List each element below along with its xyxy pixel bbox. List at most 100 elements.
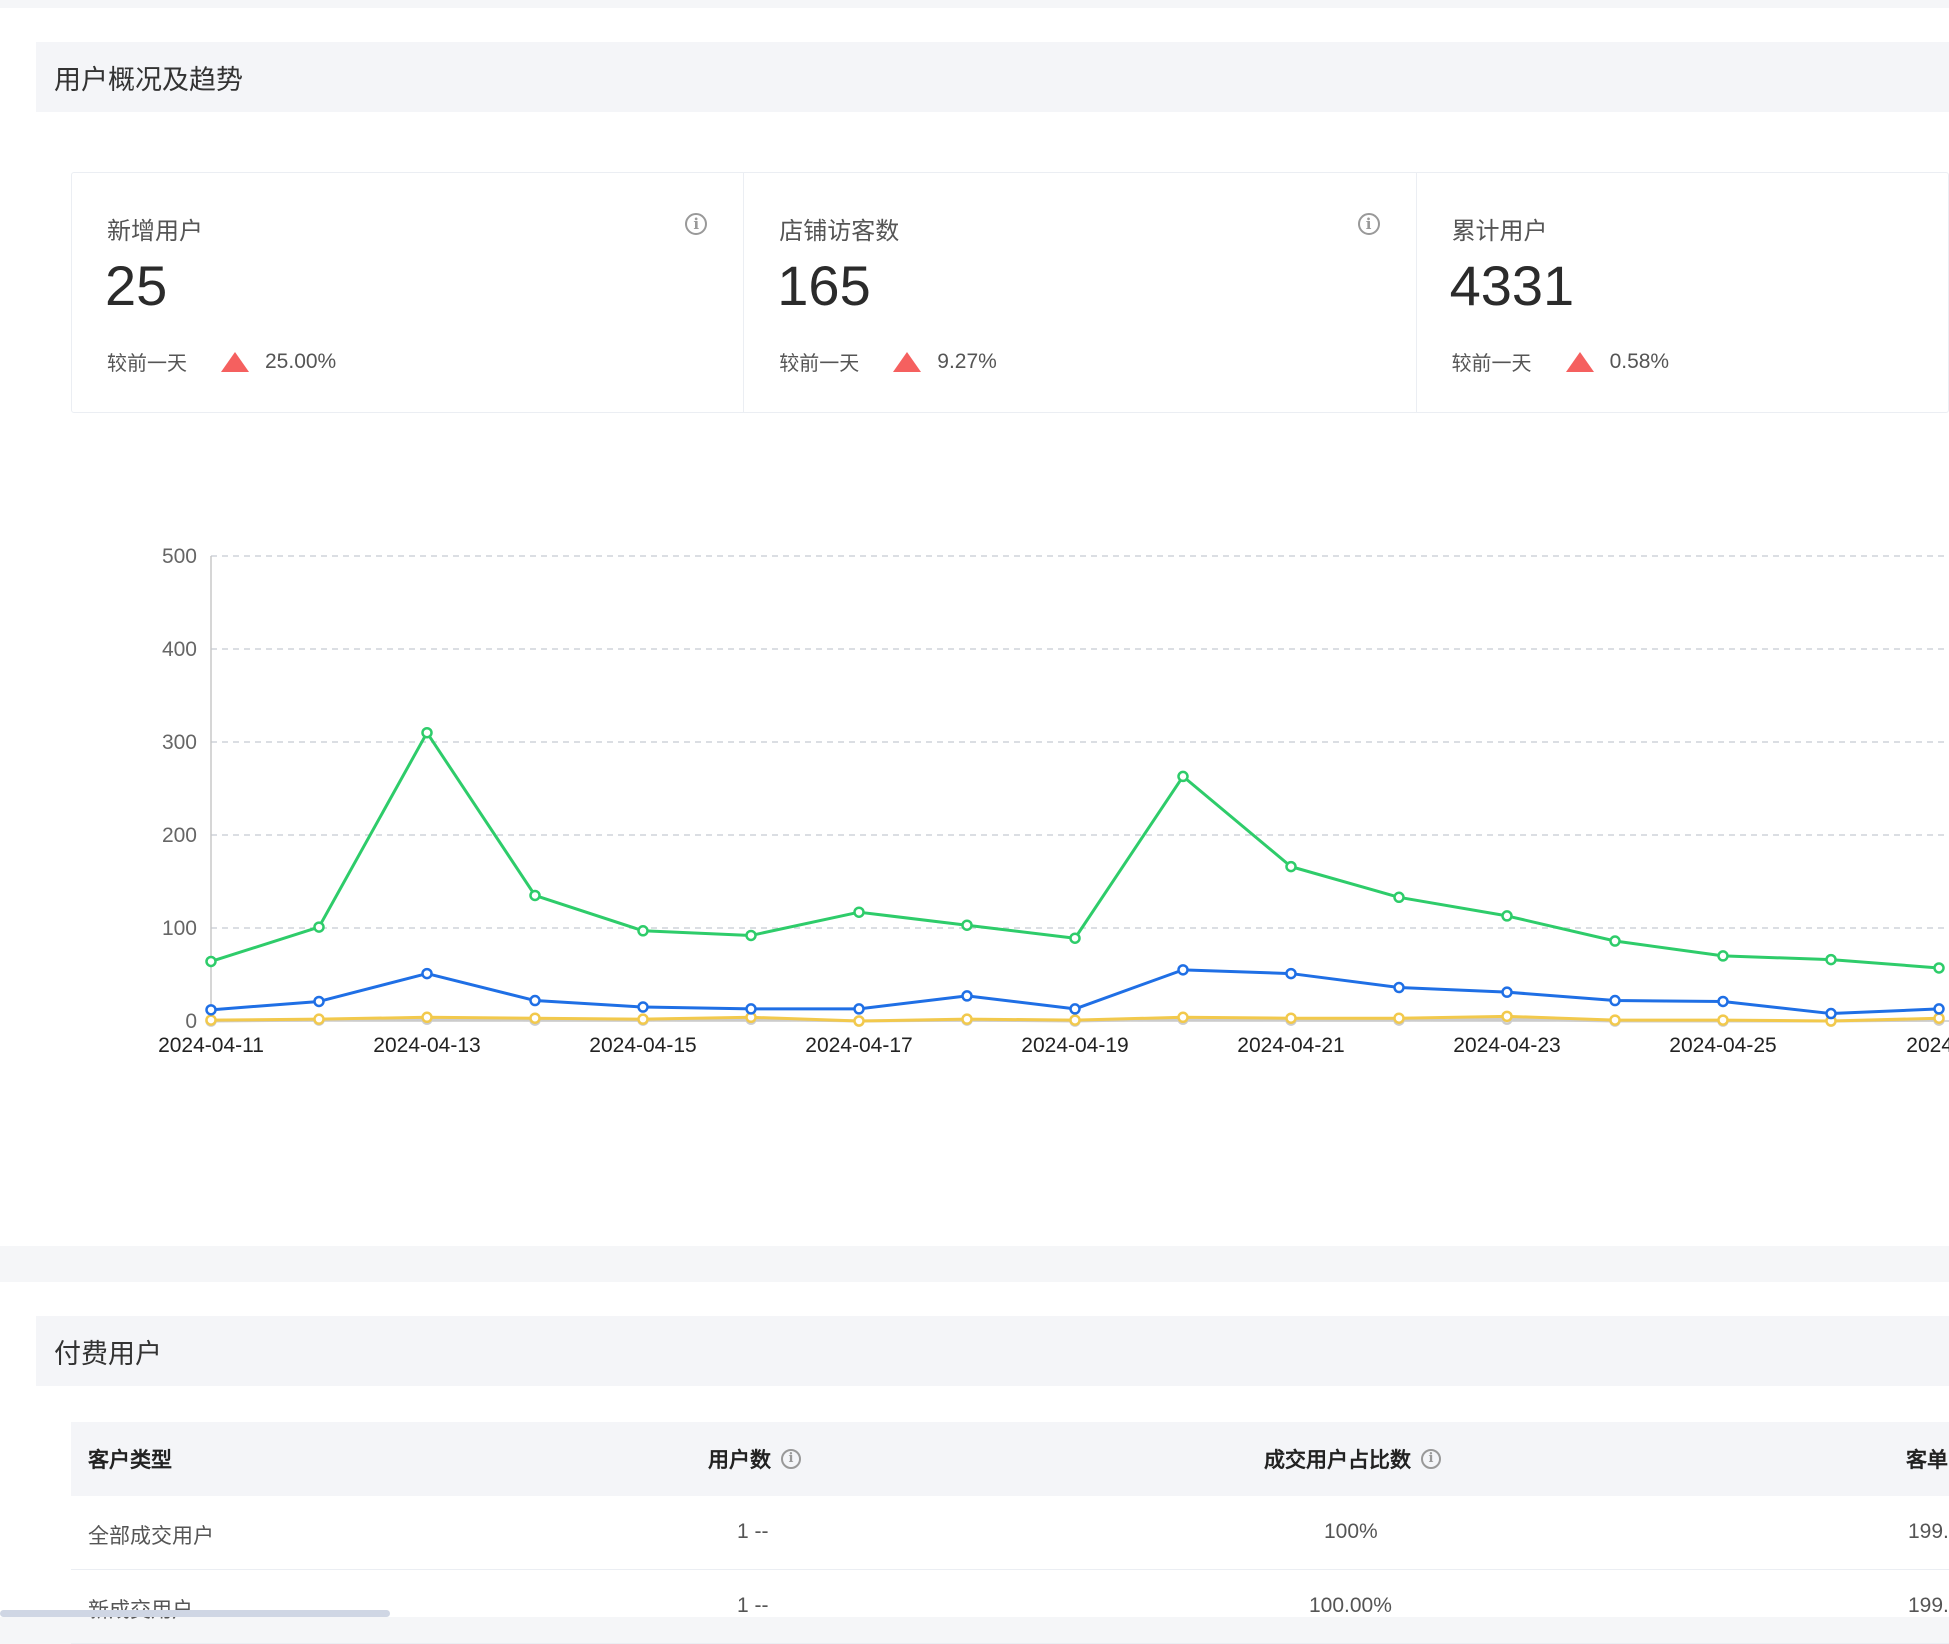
data-point bbox=[1501, 910, 1513, 922]
user-trend-chart: 0 100 200 300 400 500 2024-04-11 2024-04-13 2024… bbox=[0, 538, 1949, 1098]
x-tick-label: 2024-04-23 bbox=[1453, 1034, 1560, 1057]
data-point bbox=[313, 995, 325, 1008]
data-point bbox=[529, 889, 541, 902]
data-point bbox=[853, 906, 865, 918]
change-percent: 0.58% bbox=[1609, 349, 1670, 373]
section-title: 付费用户 bbox=[54, 1338, 162, 1369]
y-tick-label: 100 bbox=[162, 917, 197, 940]
data-point bbox=[313, 921, 325, 933]
metric-compare: 较前一天 9.27% bbox=[779, 347, 997, 376]
data-point bbox=[1069, 1003, 1081, 1015]
data-point bbox=[637, 925, 649, 937]
data-point bbox=[961, 1013, 973, 1025]
metric-label: 累计用户 bbox=[1451, 218, 1548, 245]
x-tick-label: 2024-04-21 bbox=[1237, 1034, 1344, 1057]
x-tick-label: 2024-04-19 bbox=[1021, 1034, 1128, 1057]
metric-card-store-visitors: 店铺访客数 i 165 较前一天 9.27% bbox=[744, 173, 1417, 412]
x-tick-label: 2024-04-17 bbox=[805, 1034, 912, 1057]
column-header-customer-type: 客户类型 bbox=[88, 1449, 172, 1472]
cell-deal-ratio: 100% bbox=[1324, 1520, 1378, 1543]
section-header-paid: 付费用户 bbox=[36, 1316, 1949, 1386]
data-point bbox=[1393, 981, 1405, 994]
column-header-deal-ratio: 成交用户占比数 i bbox=[1264, 1444, 1441, 1474]
trend-up-icon bbox=[1565, 351, 1594, 372]
cell-user-count: 1 -- bbox=[737, 1594, 769, 1617]
table-row: 新成交用户 1 -- 100.00% 199. bbox=[71, 1570, 1949, 1644]
data-point bbox=[1501, 1010, 1513, 1023]
data-point bbox=[1177, 964, 1189, 976]
user-overview-panel: 用户概况及趋势 新增用户 i 25 较前一天 25.00% 店铺访客数 i 16… bbox=[0, 8, 1949, 1246]
metric-label: 新增用户 bbox=[107, 218, 203, 245]
y-tick-label: 200 bbox=[162, 824, 197, 847]
metric-value: 4331 bbox=[1449, 254, 1575, 317]
data-point bbox=[1177, 1011, 1189, 1024]
info-icon[interactable]: i bbox=[781, 1449, 801, 1469]
horizontal-scrollbar[interactable] bbox=[0, 1610, 390, 1617]
data-point bbox=[529, 994, 541, 1007]
x-tick-label: 2024-04-25 bbox=[1669, 1034, 1776, 1057]
data-point bbox=[1069, 1014, 1081, 1026]
data-point bbox=[1501, 986, 1513, 998]
data-point bbox=[1825, 1007, 1837, 1020]
y-tick-label: 400 bbox=[162, 638, 197, 661]
metric-compare: 较前一天 0.58% bbox=[1452, 347, 1670, 376]
metric-compare: 较前一天 25.00% bbox=[107, 347, 336, 376]
data-point bbox=[313, 1013, 325, 1025]
data-point bbox=[853, 1015, 865, 1027]
data-point bbox=[205, 1014, 217, 1026]
table-header: 客户类型 用户数 i 成交用户占比数 i 客单 bbox=[71, 1422, 1949, 1496]
cell-unit-price: 199. bbox=[1908, 1520, 1949, 1543]
column-header-user-count: 用户数 i bbox=[708, 1444, 801, 1474]
cell-customer-type: 全部成交用户 bbox=[88, 1525, 214, 1548]
y-tick-label: 300 bbox=[162, 731, 197, 754]
trend-up-icon bbox=[221, 351, 249, 372]
data-point bbox=[1393, 891, 1405, 904]
data-point bbox=[1825, 953, 1837, 966]
data-point bbox=[961, 990, 973, 1002]
metric-value: 165 bbox=[777, 254, 871, 317]
metric-card-total-users: 累计用户 4331 较前一天 0.58% bbox=[1417, 173, 1948, 412]
info-icon[interactable]: i bbox=[1357, 213, 1380, 235]
y-tick-label: 0 bbox=[185, 1010, 197, 1033]
data-point bbox=[421, 967, 433, 980]
data-point bbox=[745, 929, 757, 942]
data-point bbox=[1933, 1003, 1945, 1015]
table-row: 全部成交用户 1 -- 100% 199. bbox=[71, 1496, 1949, 1570]
data-point bbox=[1285, 1012, 1297, 1024]
cell-user-count: 1 -- bbox=[737, 1520, 769, 1543]
data-point bbox=[421, 726, 433, 739]
compare-label: 较前一天 bbox=[1451, 353, 1532, 375]
data-point bbox=[853, 1003, 865, 1015]
data-point bbox=[1717, 1014, 1729, 1026]
metric-value: 25 bbox=[105, 254, 168, 317]
data-point bbox=[1717, 995, 1729, 1008]
section-title: 用户概况及趋势 bbox=[54, 64, 243, 95]
data-point bbox=[1933, 962, 1945, 974]
data-point bbox=[1609, 1014, 1621, 1026]
data-point bbox=[1177, 770, 1189, 783]
section-header-overview: 用户概况及趋势 bbox=[36, 42, 1949, 112]
x-tick-label: 2024-04-13 bbox=[373, 1034, 480, 1057]
data-point bbox=[1933, 1012, 1945, 1024]
data-point bbox=[961, 919, 973, 931]
data-point bbox=[1609, 994, 1621, 1007]
data-point bbox=[529, 1012, 541, 1024]
metric-card-new-users: 新增用户 i 25 较前一天 25.00% bbox=[72, 173, 745, 412]
y-tick-label: 500 bbox=[162, 545, 197, 568]
column-header-unit-price: 客单 bbox=[1906, 1449, 1948, 1472]
data-point bbox=[745, 1003, 757, 1015]
line-chart-svg: 0 100 200 300 400 500 2024-04-11 2024-04-13 2024… bbox=[158, 545, 1949, 1057]
x-tick-label: 2024-04-15 bbox=[589, 1034, 696, 1057]
data-point bbox=[205, 1004, 217, 1016]
data-point bbox=[205, 955, 217, 968]
trend-up-icon bbox=[893, 351, 922, 372]
info-icon[interactable]: i bbox=[1421, 1449, 1441, 1469]
data-point bbox=[1285, 967, 1297, 980]
data-point bbox=[637, 1001, 649, 1013]
cell-deal-ratio: 100.00% bbox=[1309, 1594, 1392, 1617]
data-point bbox=[1717, 950, 1729, 962]
x-tick-label: 2024-04-11 bbox=[158, 1034, 264, 1057]
metric-cards: 新增用户 i 25 较前一天 25.00% 店铺访客数 i 165 较前一天 9… bbox=[71, 172, 1949, 413]
data-point bbox=[421, 1011, 433, 1024]
info-icon[interactable]: i bbox=[685, 213, 708, 235]
